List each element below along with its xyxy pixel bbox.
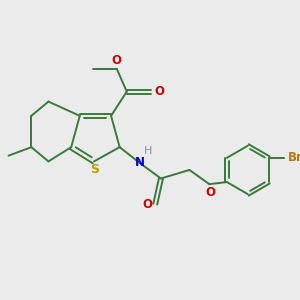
Text: S: S [90,163,99,176]
Text: O: O [112,54,122,67]
Text: O: O [142,198,152,211]
Text: O: O [154,85,164,98]
Text: O: O [205,186,215,199]
Text: H: H [144,146,152,156]
Text: Br: Br [288,151,300,164]
Text: N: N [135,156,145,169]
